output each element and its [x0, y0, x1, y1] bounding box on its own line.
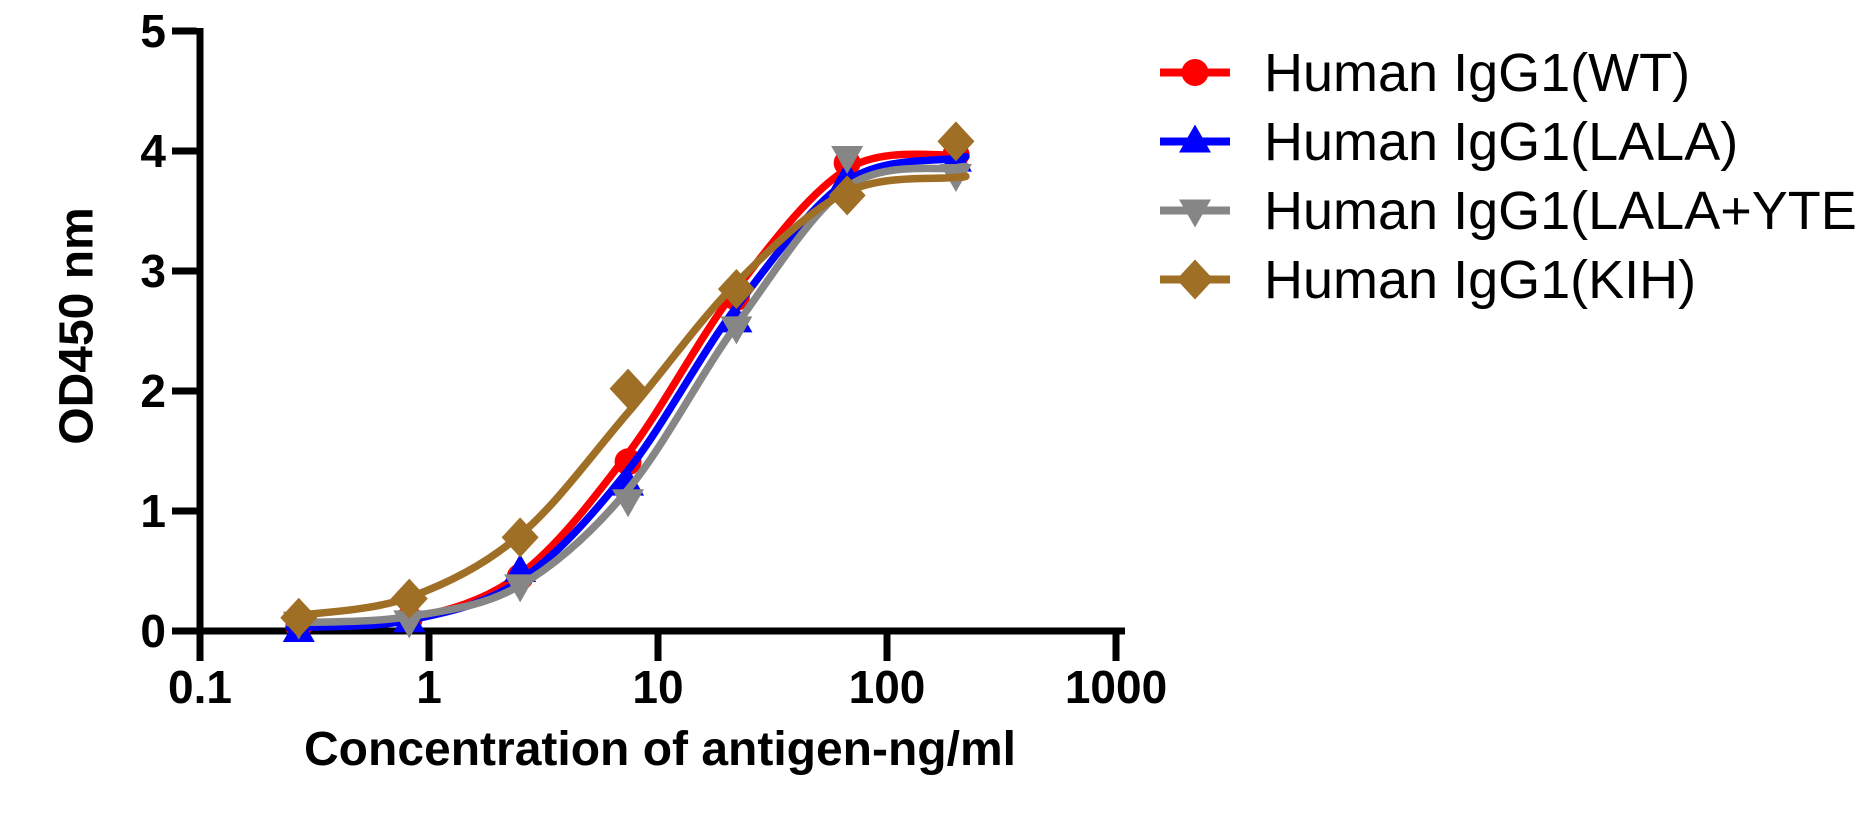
x-tick-label: 1 — [416, 661, 442, 713]
data-point-diamond — [501, 517, 539, 558]
legend-marker-triangle-up-icon — [1160, 124, 1230, 153]
fit-curve — [285, 152, 970, 632]
y-tick-label: 1 — [140, 485, 166, 537]
legend: Human IgG1(WT) Human IgG1(LALA) Human Ig… — [1158, 38, 1856, 314]
x-axis-title: Concentration of antigen-ng/ml — [304, 723, 1016, 776]
legend-label-lala: Human IgG1(LALA) — [1264, 111, 1739, 172]
legend-row-lala-yte: Human IgG1(LALA+YTE) — [1158, 176, 1856, 245]
data-point-diamond — [280, 597, 318, 638]
y-tick-label: 5 — [140, 5, 166, 57]
data-point-triangle-down — [612, 489, 645, 518]
legend-marker-circle-icon — [1160, 59, 1230, 86]
x-tick-label: 0.1 — [168, 661, 232, 713]
data-point-diamond — [828, 175, 866, 216]
data-point-triangle-down — [831, 146, 864, 174]
fit-curve — [285, 172, 970, 621]
data-point-triangle-down — [393, 610, 426, 639]
legend-row-lala: Human IgG1(LALA) — [1158, 107, 1856, 176]
x-tick-label: 100 — [849, 661, 926, 713]
legend-marker-shape — [1179, 199, 1211, 228]
series-human-igg1-kih- — [280, 121, 975, 638]
fit-curve — [285, 162, 970, 627]
legend-marker-shape — [1179, 124, 1211, 153]
y-axis-title: OD450 nm — [50, 207, 104, 445]
data-point-triangle-down — [504, 574, 537, 603]
y-tick-label: 3 — [140, 245, 166, 297]
legend-label-wt: Human IgG1(WT) — [1264, 42, 1691, 103]
legend-label-lala-yte: Human IgG1(LALA+YTE) — [1264, 180, 1856, 241]
data-point-diamond — [717, 269, 755, 309]
data-point-diamond — [937, 121, 975, 162]
legend-row-wt: Human IgG1(WT) — [1158, 38, 1856, 107]
legend-marker-shape — [1176, 259, 1214, 300]
x-tick-label: 1000 — [1065, 661, 1167, 713]
data-point-triangle-down — [720, 316, 753, 345]
legend-marker-shape — [1181, 59, 1209, 86]
y-tick-label: 0 — [140, 605, 166, 657]
legend-marker-diamond-icon — [1160, 259, 1230, 300]
y-tick-label: 2 — [140, 365, 166, 417]
data-point-diamond — [609, 368, 647, 409]
data-point-triangle-up — [612, 467, 645, 496]
x-tick-label: 10 — [632, 661, 683, 713]
y-tick-label: 4 — [140, 125, 166, 177]
legend-label-kih: Human IgG1(KIH) — [1264, 249, 1697, 310]
legend-row-kih: Human IgG1(KIH) — [1158, 245, 1856, 314]
data-point-diamond — [390, 578, 428, 619]
legend-marker-triangle-down-icon — [1160, 199, 1230, 228]
